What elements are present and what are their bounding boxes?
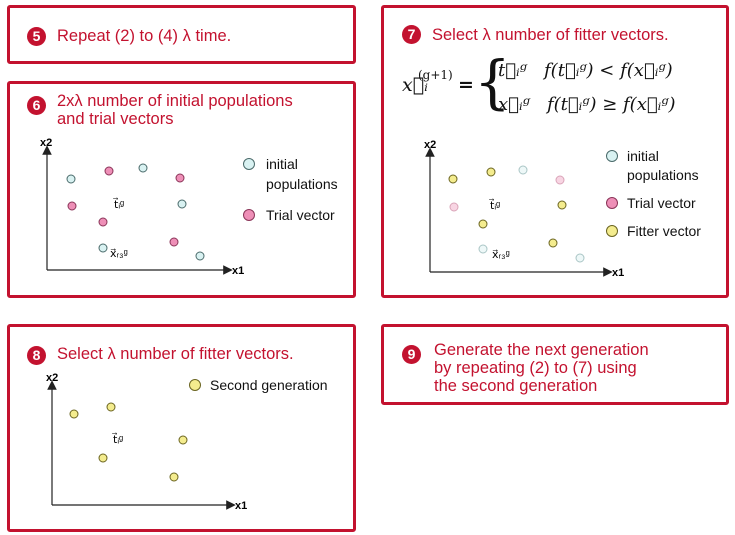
step-6-title-line2: and trial vectors: [57, 110, 174, 128]
legend-initial-swatch: [243, 158, 255, 170]
initial-point: [138, 163, 148, 173]
step-6-x-axis-label: x1: [232, 265, 244, 277]
legend-trial-label: Trial vector: [627, 195, 696, 211]
fitter-point: [448, 174, 458, 184]
legend-second-generation-swatch: [189, 379, 201, 391]
fitter-point: [486, 167, 496, 177]
legend-initial-swatch: [606, 150, 618, 162]
legend-initial-label-line2: populations: [627, 167, 699, 183]
step-5-title: Repeat (2) to (4) λ time.: [57, 27, 232, 45]
trial-point: [67, 201, 77, 211]
step-9-number-badge: 9: [402, 345, 421, 364]
trial-point: [98, 217, 108, 227]
step-9-title-line2: by repeating (2) to (7) using: [434, 359, 637, 377]
step-6-panel: 6 2xλ number of initial populations and …: [7, 81, 356, 298]
legend-trial-swatch: [243, 209, 255, 221]
second-generation-point: [69, 409, 79, 419]
legend-fitter-label: Fitter vector: [627, 223, 701, 239]
formula-equals: =: [458, 74, 474, 96]
initial-point: [98, 243, 108, 253]
fitter-point: [478, 219, 488, 229]
second-generation-point: [178, 435, 188, 445]
step-6-t-label: t⃗ᵢᵍ: [112, 197, 124, 211]
second-generation-point: [169, 472, 179, 482]
step-7-y-axis-label: x2: [424, 139, 436, 151]
legend-trial-label: Trial vector: [266, 207, 335, 223]
step-8-y-axis-label: x2: [46, 372, 58, 384]
formula-lhs-sup: (g+1): [418, 68, 453, 82]
step-9-title-line3: the second generation: [434, 377, 598, 395]
second-generation-point: [106, 402, 116, 412]
step-6-scatter-plot: x2 x1 t⃗ᵢᵍ x⃗ᵣ₃ᵍ: [40, 137, 244, 277]
formula-case-2: x⃗ᵢᵍ f(t⃗ᵢᵍ) ≥ f(x⃗ᵢᵍ): [498, 94, 676, 115]
legend-initial-label-line1: initial: [627, 148, 659, 164]
step-7-points: [448, 165, 585, 263]
step-7-x-label: x⃗ᵣ₃ᵍ: [492, 249, 510, 261]
step-7-title: Select λ number of fitter vectors.: [432, 26, 669, 44]
step-9-panel: 9 Generate the next generation by repeat…: [381, 324, 729, 405]
formula-case-1: t⃗ᵢᵍ f(t⃗ᵢᵍ) < f(x⃗ᵢᵍ): [498, 60, 673, 81]
step-7-t-label: t⃗ᵢᵍ: [488, 198, 500, 212]
step-6-points: [66, 163, 205, 261]
initial-point: [66, 174, 76, 184]
second-generation-point: [98, 453, 108, 463]
initial-point: [177, 199, 187, 209]
step-6-number-badge: 6: [27, 96, 46, 115]
trial-point-faded: [449, 202, 459, 212]
initial-point-faded: [575, 253, 585, 263]
step-7-scatter-plot: x2 x1 t⃗ᵢᵍ x⃗ᵣ₃ᵍ: [424, 139, 624, 279]
legend-fitter-swatch: [606, 225, 618, 237]
step-8-points: [69, 402, 188, 482]
formula-brace: {: [474, 48, 511, 116]
step-5-number-badge: 5: [27, 27, 46, 46]
step-7-number-badge: 7: [402, 25, 421, 44]
step-6-x-label: x⃗ᵣ₃ᵍ: [110, 248, 128, 260]
step-6-title-line1: 2xλ number of initial populations: [57, 92, 293, 110]
step-7-x-axis-label: x1: [612, 267, 624, 279]
step-8-title: Select λ number of fitter vectors.: [57, 345, 294, 363]
formula-lhs: x⃗ᵢ: [402, 74, 428, 96]
initial-point-faded: [478, 244, 488, 254]
initial-point-faded: [518, 165, 528, 175]
step-5-panel: 5 Repeat (2) to (4) λ time.: [7, 5, 356, 64]
fitter-point: [557, 200, 567, 210]
trial-point: [175, 173, 185, 183]
step-8-x-axis-label: x1: [235, 500, 247, 512]
step-7-panel: 7 Select λ number of fitter vectors. x⃗ᵢ…: [381, 5, 729, 298]
selection-formula: x⃗ᵢ (g+1) = { t⃗ᵢᵍ f(t⃗ᵢᵍ) < f(x⃗ᵢᵍ) x⃗ᵢ…: [398, 48, 698, 122]
trial-point-faded: [555, 175, 565, 185]
trial-point: [104, 166, 114, 176]
trial-point: [169, 237, 179, 247]
step-8-panel: 8 Select λ number of fitter vectors. x2 …: [7, 324, 356, 532]
step-6-y-axis-label: x2: [40, 137, 52, 149]
initial-point: [195, 251, 205, 261]
legend-trial-swatch: [606, 197, 618, 209]
legend-initial-label-line1: initial: [266, 156, 298, 172]
legend-initial-label-line2: populations: [266, 176, 338, 192]
step-9-title-line1: Generate the next generation: [434, 341, 649, 359]
step-8-number-badge: 8: [27, 346, 46, 365]
legend-second-generation-label: Second generation: [210, 377, 328, 393]
step-8-t-label: t⃗ᵢᵍ: [111, 432, 123, 446]
fitter-point: [548, 238, 558, 248]
step-8-scatter-plot: x2 x1 t⃗ᵢᵍ: [46, 372, 247, 512]
